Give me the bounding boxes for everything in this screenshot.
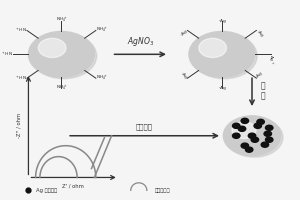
Circle shape [232, 133, 240, 138]
Circle shape [248, 133, 256, 138]
Text: $\cdot$Ag: $\cdot$Ag [178, 69, 190, 81]
Text: -Z'' / ohm: -Z'' / ohm [16, 113, 22, 138]
Circle shape [261, 142, 268, 147]
Circle shape [31, 33, 97, 79]
Text: $\cdot$Ag: $\cdot$Ag [218, 84, 226, 92]
Circle shape [232, 122, 256, 139]
Circle shape [254, 123, 262, 128]
Circle shape [226, 117, 283, 157]
Text: $^+$HN: $^+$HN [1, 50, 13, 58]
Text: 甲
醛: 甲 醛 [261, 81, 265, 101]
Circle shape [266, 137, 273, 142]
Circle shape [232, 123, 240, 128]
Circle shape [199, 38, 226, 58]
Circle shape [264, 131, 272, 136]
Text: Z' / ohm: Z' / ohm [62, 184, 84, 189]
Circle shape [189, 31, 255, 77]
Circle shape [251, 137, 259, 142]
Text: NH$_4^+$: NH$_4^+$ [56, 84, 67, 93]
Circle shape [223, 116, 281, 156]
Text: AgNO$_3$: AgNO$_3$ [127, 35, 154, 48]
Text: Ag$^+$: Ag$^+$ [266, 54, 275, 65]
Circle shape [245, 147, 253, 152]
Text: $\cdot$Ag: $\cdot$Ag [254, 28, 266, 39]
Text: NH$_4^+$: NH$_4^+$ [96, 74, 107, 83]
Text: Ag 纳米颗粒: Ag 纳米颗粒 [36, 188, 57, 193]
Text: 不存在甲醉: 不存在甲醉 [154, 188, 170, 193]
Circle shape [28, 31, 94, 77]
Circle shape [241, 143, 249, 148]
Circle shape [257, 119, 264, 124]
Circle shape [241, 118, 249, 123]
Text: $\cdot$Ag: $\cdot$Ag [218, 17, 226, 25]
Circle shape [266, 125, 273, 130]
Circle shape [238, 126, 246, 131]
Text: $\cdot$Ag: $\cdot$Ag [254, 69, 266, 81]
Circle shape [191, 33, 257, 79]
Text: 修饰电极: 修饰电极 [136, 124, 153, 130]
Text: $^+$HN: $^+$HN [15, 74, 27, 82]
Text: NH$_4^+$: NH$_4^+$ [96, 26, 107, 35]
Text: NH$_4^+$: NH$_4^+$ [56, 16, 67, 25]
Text: $\cdot$Ag: $\cdot$Ag [178, 28, 190, 39]
Text: $^+$HN: $^+$HN [15, 27, 27, 34]
Circle shape [38, 38, 66, 58]
